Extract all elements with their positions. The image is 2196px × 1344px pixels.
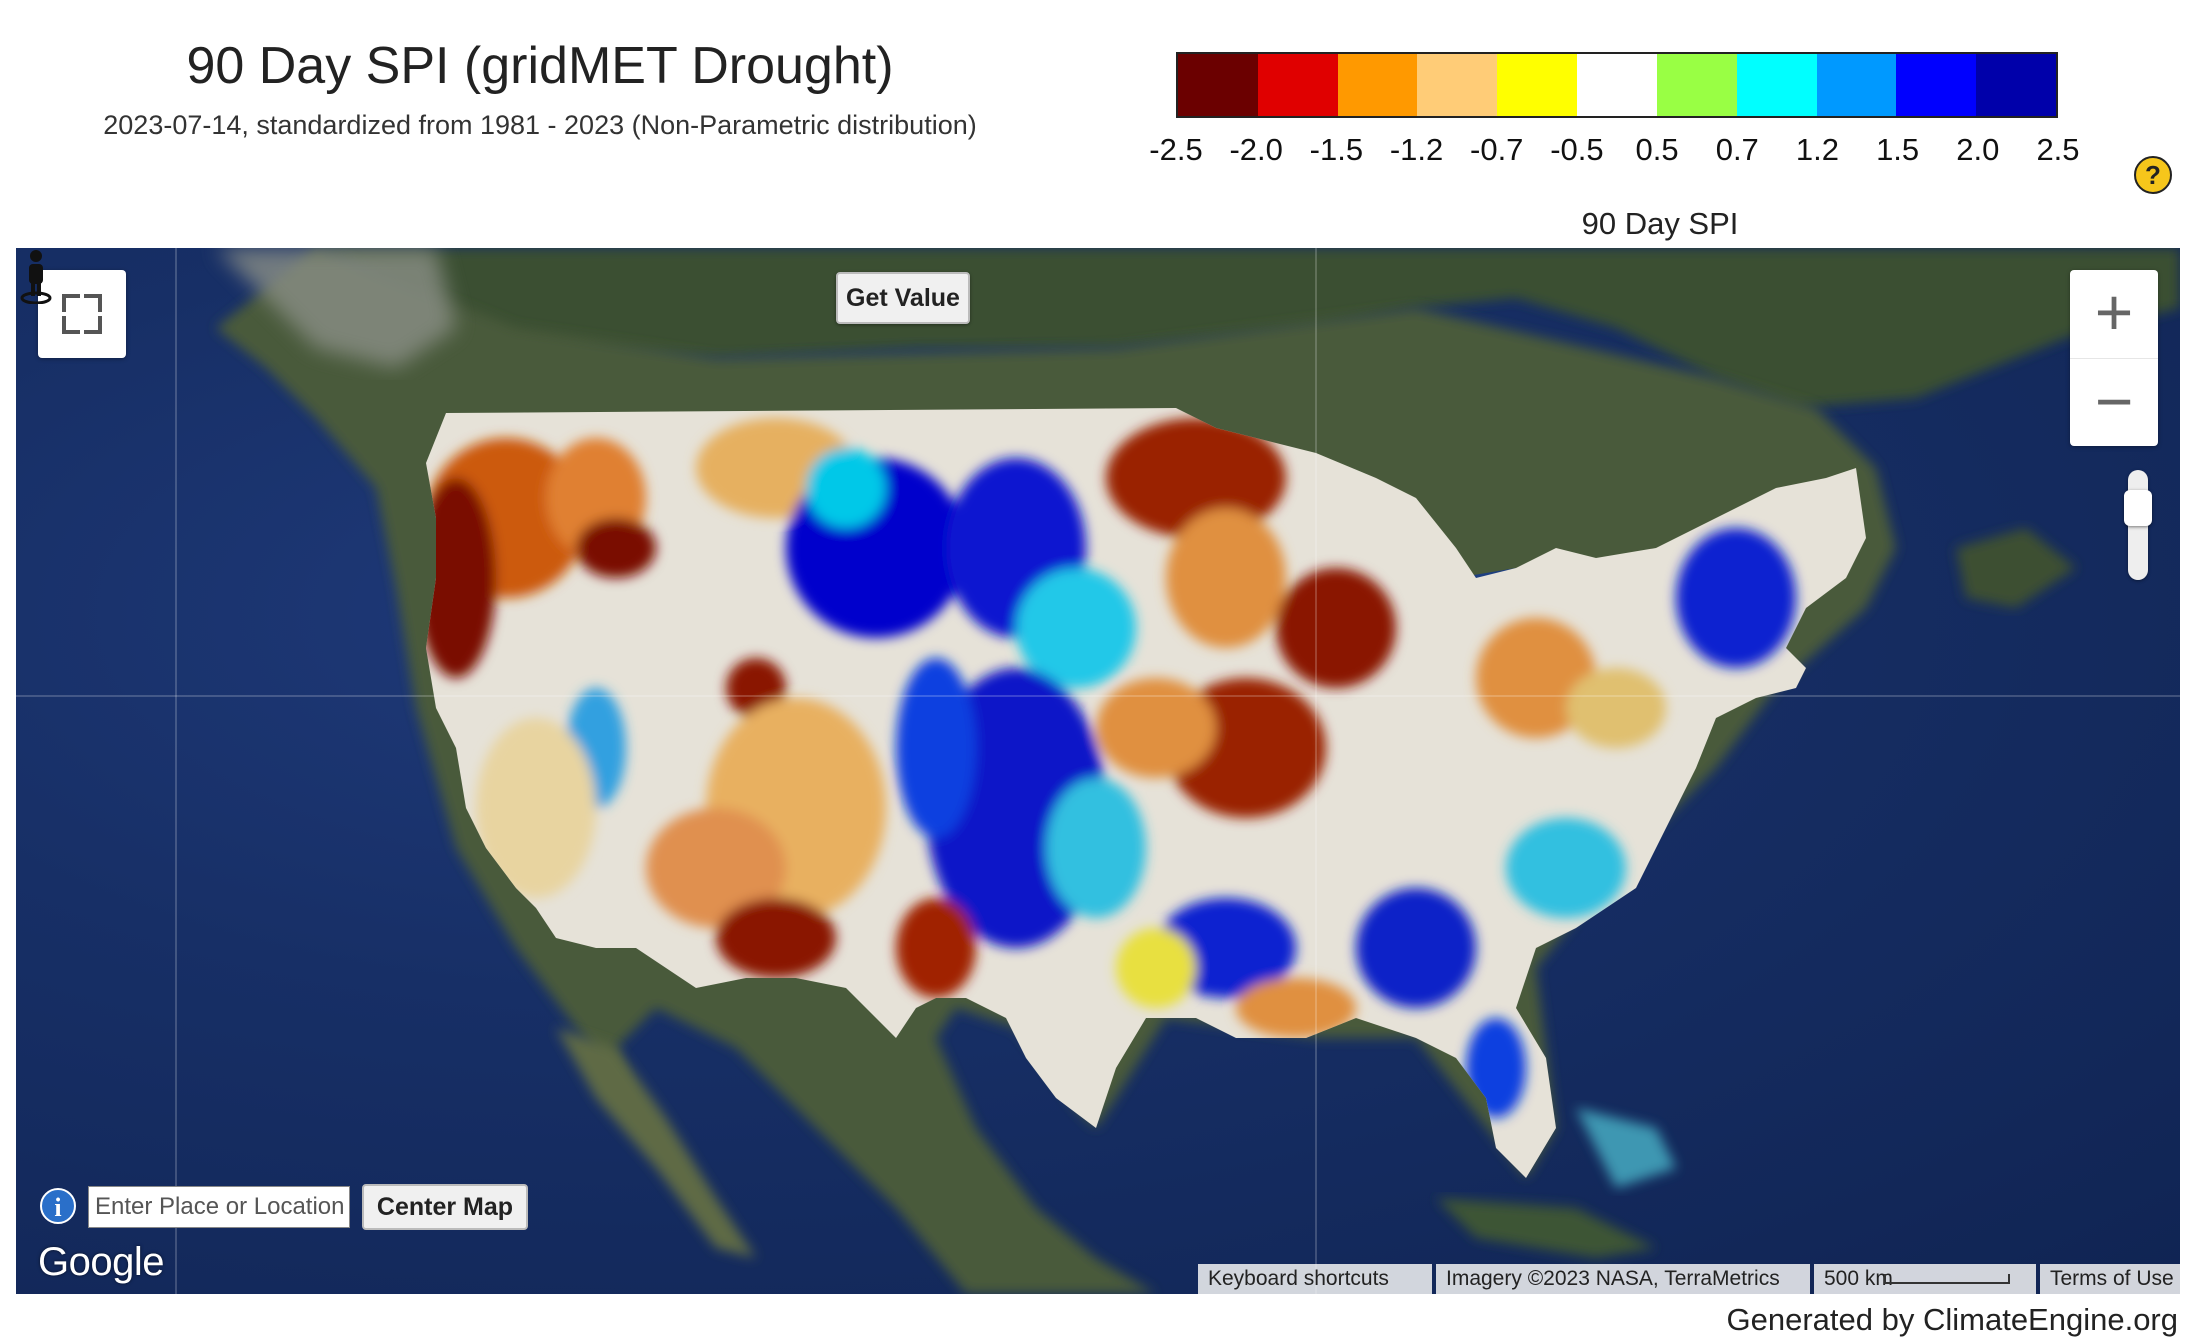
scale-indicator[interactable]: 500 km bbox=[1814, 1264, 2036, 1294]
legend-swatch bbox=[1257, 54, 1338, 116]
info-icon[interactable]: i bbox=[40, 1188, 76, 1224]
legend-tick-label: -0.7 bbox=[1470, 132, 1524, 167]
legend-swatch bbox=[1178, 54, 1258, 116]
legend-swatch bbox=[1736, 54, 1817, 116]
legend-tick-label: 1.2 bbox=[1795, 132, 1839, 167]
generated-by-credit: Generated by ClimateEngine.org bbox=[1726, 1302, 2178, 1337]
legend-tick-label: -2.0 bbox=[1229, 132, 1283, 167]
help-icon[interactable]: ? bbox=[2134, 156, 2172, 194]
imagery-attribution: Imagery ©2023 NASA, TerraMetrics bbox=[1436, 1264, 1810, 1294]
page-title: 90 Day SPI (gridMET Drought) bbox=[186, 37, 894, 95]
zoom-slider-handle[interactable] bbox=[2124, 490, 2152, 526]
center-map-button[interactable]: Center Map bbox=[362, 1184, 528, 1230]
legend-swatch bbox=[1497, 54, 1578, 116]
legend-swatch bbox=[1976, 54, 2056, 116]
legend-tick-label: 2.5 bbox=[2036, 132, 2080, 167]
terms-of-use-link[interactable]: Terms of Use bbox=[2040, 1264, 2180, 1294]
legend-tick-label: -1.2 bbox=[1389, 132, 1444, 167]
location-search-input[interactable] bbox=[88, 1186, 350, 1228]
legend-tick-label: 1.5 bbox=[1876, 132, 1920, 167]
legend-tick-label: -1.5 bbox=[1309, 132, 1364, 167]
legend-ticks: -2.5 -2.0 -1.5 -1.2 -0.7 -0.5 0.5 0.7 1.2 1.5 2.0 2… bbox=[1140, 132, 2100, 172]
legend-swatch bbox=[1417, 54, 1498, 116]
zoom-slider[interactable] bbox=[2124, 470, 2152, 580]
map-view[interactable]: Get Value + − i Center Map Google Keyboa… bbox=[16, 248, 2180, 1294]
zoom-control: + − bbox=[2070, 270, 2158, 446]
legend-swatch bbox=[1656, 54, 1737, 116]
legend-label: 90 Day SPI bbox=[1581, 206, 1739, 241]
legend-swatch bbox=[1896, 54, 1977, 116]
get-value-button[interactable]: Get Value bbox=[836, 272, 970, 324]
legend-tick-label: 0.5 bbox=[1635, 132, 1679, 167]
legend-swatch bbox=[1577, 54, 1657, 116]
pegman-icon[interactable] bbox=[16, 248, 56, 304]
legend-tick-label: -2.5 bbox=[1149, 132, 1203, 167]
scale-bar bbox=[1884, 1274, 2010, 1284]
legend-color-bar bbox=[1176, 52, 2058, 118]
page-subtitle: 2023-07-14, standardized from 1981 - 202… bbox=[103, 110, 977, 140]
map-imagery bbox=[16, 248, 2180, 1294]
zoom-out-button[interactable]: − bbox=[2070, 358, 2158, 447]
fullscreen-button[interactable] bbox=[38, 270, 126, 358]
scale-label: 500 km bbox=[1824, 1267, 1893, 1290]
legend-swatch bbox=[1816, 54, 1897, 116]
legend-swatch bbox=[1337, 54, 1418, 116]
zoom-in-button[interactable]: + bbox=[2094, 275, 2134, 349]
legend-tick-label: -0.5 bbox=[1550, 132, 1604, 167]
legend-tick-label: 0.7 bbox=[1715, 132, 1759, 167]
google-logo: Google bbox=[38, 1240, 164, 1284]
keyboard-shortcuts-link[interactable]: Keyboard shortcuts bbox=[1198, 1264, 1432, 1294]
legend-tick-label: 2.0 bbox=[1956, 132, 2000, 167]
